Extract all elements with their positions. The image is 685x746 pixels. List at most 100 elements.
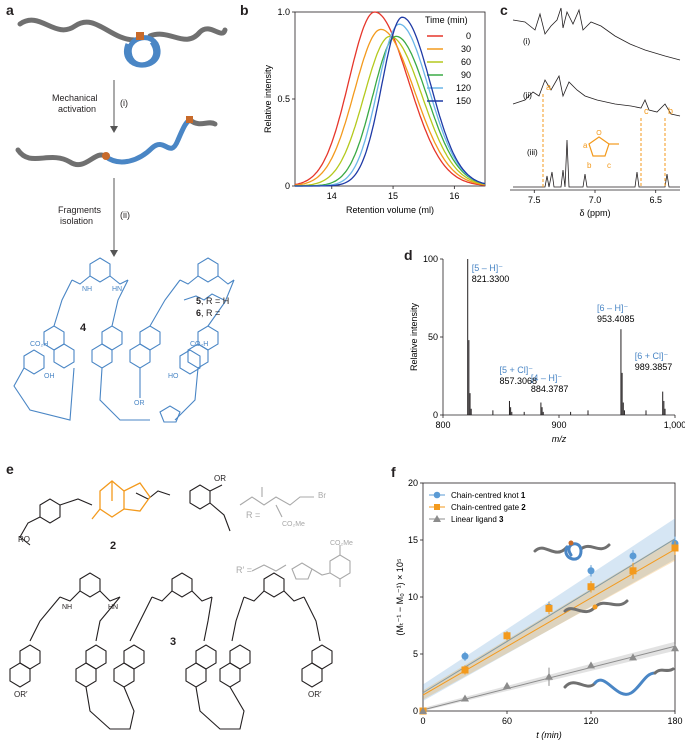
panel-e-structures [9,480,351,730]
compound-5-number: 5 [196,296,202,306]
ms-annotation-value: 953.4085 [597,314,635,324]
data-point [629,653,637,661]
y-tick-label: 100 [423,254,438,264]
group-co2me-2: CO₂Me [330,540,353,547]
compound-3-label: 3 [170,636,177,648]
group-nh: NH [82,286,93,293]
data-point [671,544,679,552]
group-oh-1: OH [44,373,55,380]
legend-title: Time (min) [425,15,468,25]
peak-label-c: c [644,106,649,116]
series-line-30 [294,28,486,186]
group-or-prime-2: OR′ [308,690,322,699]
trace-label: (iii) [527,148,538,157]
group-hn-e: HN [108,604,119,611]
legend-label: 0 [466,31,471,41]
polymer-chain-mid-left [15,147,108,167]
step1-roman: (i) [120,98,128,108]
y-tick-label: 0 [413,706,418,716]
group-ho-2: HO [168,373,179,380]
ms-annotation-label: [6 + Cl]⁻ [635,351,669,361]
y-tick-label: 5 [413,649,418,659]
oxanorbornene-core [91,480,151,520]
polymer-chain-mid-right [187,117,218,127]
y-axis-label: (Mₜ⁻¹ − M₀⁻¹) × 10⁵ [395,558,405,635]
series-line-90 [295,35,486,187]
panel-letter-b: b [240,2,249,18]
compound-6-line: 6, R = [196,308,220,318]
y-tick-label: 10 [408,592,418,602]
step1-label: Mechanical [52,93,98,103]
y-axis-label: Relative intensity [263,64,273,133]
peak-label-b: b [668,106,673,116]
y-tick-label: 1.0 [277,7,290,17]
furan-a: a [583,141,588,150]
compound-5-line: 5, R = H [196,296,229,306]
step2-roman: (ii) [120,210,130,220]
data-point [629,567,637,575]
nmr-trace-i [512,7,681,61]
molecular-knot-icon [124,32,161,68]
chart-c-nmr: 7.5 7.0 6.5 δ (ppm) (i) (ii) (iii) a c b Oa b c [510,7,681,218]
x-tick-label: 7.5 [528,195,541,205]
x-tick-label: 1,000 [664,420,685,430]
series-line-0 [294,11,486,186]
data-point [419,707,427,714]
y-axis-label: Relative intensity [409,302,419,371]
compound-5-r: , R = H [201,296,230,306]
step2-label: Fragments [58,205,102,215]
chart-d-mass-spectrum: 800 900 1,000 0 50 100 m/z Relative intensity [5… [409,254,685,444]
compound-6-r: , R = [201,308,221,318]
legend-label: Chain-centred gate 2 [451,503,526,512]
y-tick-label: 20 [408,478,418,488]
data-point [461,694,469,702]
y-tick-label: 0 [285,181,290,191]
group-br: Br [318,491,326,500]
compound-4-label: 4 [80,322,87,334]
data-point [461,666,469,674]
x-axis-label: Retention volume (ml) [346,205,434,215]
series-line-150 [295,16,486,187]
ms-annotation-value: 821.3300 [472,274,510,284]
legend-label: 30 [461,44,471,54]
panel-letter-e: e [6,461,14,477]
ms-annotation-value: 989.3857 [635,362,673,372]
compound-2-label: 2 [110,540,117,552]
panel-letter-d: d [404,247,413,263]
group-or: OR [134,400,145,407]
data-point [545,672,553,680]
x-tick-label: 0 [420,716,425,726]
data-point [587,583,595,591]
ms-annotation-value: 884.3787 [531,384,569,394]
data-point [629,552,637,560]
x-tick-label: 800 [435,420,450,430]
nmr-trace-iii [513,139,680,188]
chart-b-gpc: 14 15 16 0 0.5 1.0 Retention volume (ml) Relati… [263,7,486,215]
group-hn: HN [112,286,123,293]
legend-marker [434,504,440,510]
step2-label-2: isolation [60,216,94,226]
legend-label: Chain-centred knot 1 [451,491,526,500]
legend-label: 150 [456,96,471,106]
legend-label: 90 [461,70,471,80]
substituents-grey [239,487,351,587]
data-point [587,661,595,669]
panel-letter-c: c [500,2,508,18]
polymer-chain-top-right [147,26,228,42]
data-point [461,652,469,660]
compound-6-number: 6 [196,308,202,318]
data-point [671,644,679,652]
furan-icon [588,136,619,157]
group-nh-e: NH [62,604,73,611]
compound-3-structure [9,572,333,730]
data-point [545,604,553,612]
furan-o: O [596,130,602,137]
legend-label: 60 [461,57,471,67]
legend-label: Linear ligand 3 [451,515,504,524]
ms-annotation-label: [5 – H]⁻ [472,263,504,273]
group-or-e: OR [214,474,226,483]
peak-label-a: a [546,82,551,92]
group-cooh-1: CO₂H [30,341,49,348]
x-tick-label: 15 [388,191,398,201]
ms-annotation-label: [5 + Cl]⁻ [499,365,533,375]
